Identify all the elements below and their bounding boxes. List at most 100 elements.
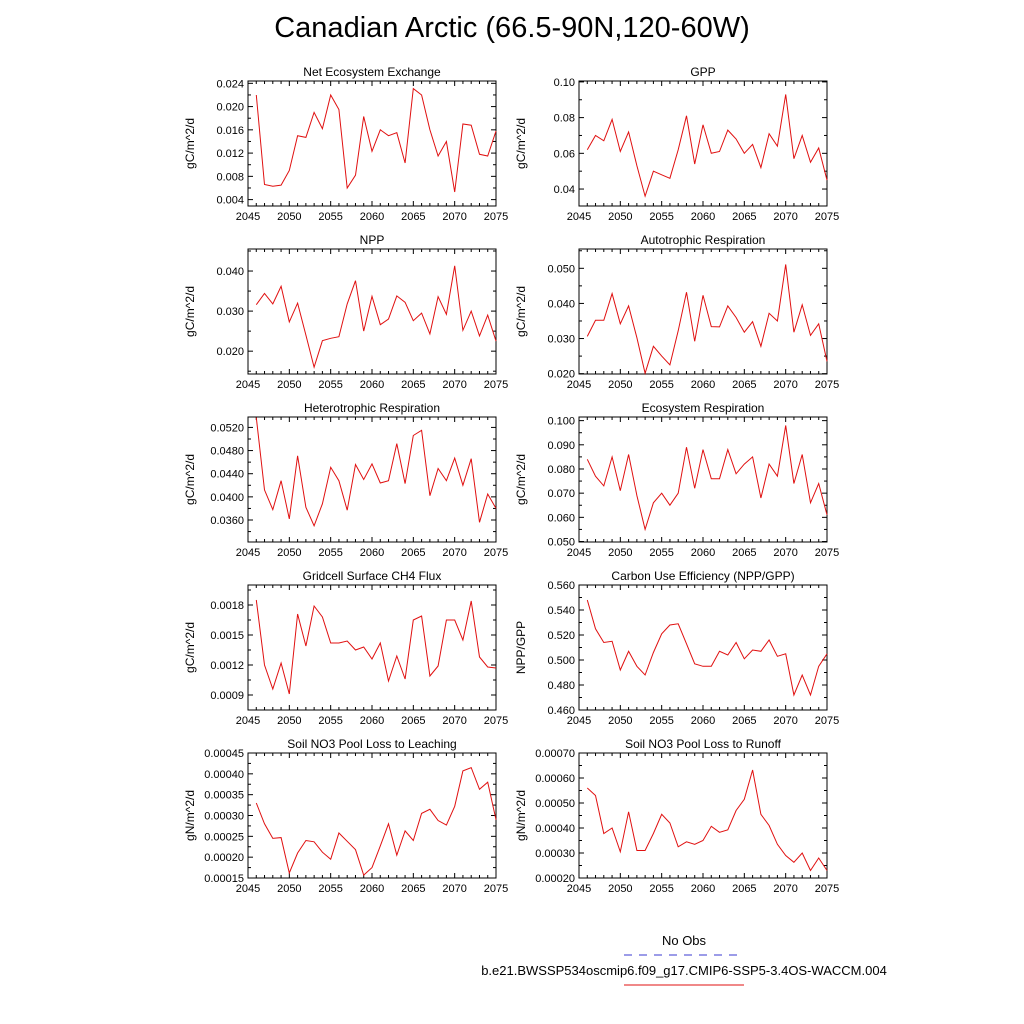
y-axis-label: gC/m^2/d [183,622,197,673]
y-tick-label: 0.540 [547,605,575,617]
y-axis-label: gC/m^2/d [183,454,197,505]
y-tick-label: 0.00030 [535,848,575,860]
legend-obs-label: No Obs [661,933,707,948]
chart-panel-6: Ecosystem Respiration gC/m^2/d 2045 2050 205… [514,401,839,559]
x-tick-label: 2055 [318,211,342,223]
y-axis-label: gC/m^2/d [183,118,197,169]
x-tick-label: 2060 [691,211,715,223]
x-tick-label: 2065 [401,211,425,223]
y-tick-label: 0.04 [554,184,575,196]
x-tick-label: 2045 [567,883,591,895]
x-tick-label: 2060 [360,715,384,727]
series-line [255,766,497,876]
x-tick-label: 2045 [567,379,591,391]
y-tick-label: 0.0012 [210,660,244,672]
figure-title: Canadian Arctic (66.5-90N,120-60W) [274,12,750,44]
y-tick-label: 0.020 [216,102,244,114]
y-tick-label: 0.00020 [535,873,575,885]
chart-panel-7: Gridcell Surface CH4 Flux gC/m^2/d 2045 205… [183,569,508,727]
panel-title: Ecosystem Respiration [642,401,765,415]
x-tick-label: 2065 [401,883,425,895]
y-axis-label: gC/m^2/d [514,286,528,337]
y-tick-label: 0.060 [547,512,575,524]
y-axis-label: gC/m^2/d [514,118,528,169]
y-tick-label: 0.040 [216,266,244,278]
x-tick-label: 2055 [649,211,673,223]
x-tick-label: 2060 [691,379,715,391]
y-tick-label: 0.024 [216,78,244,90]
x-tick-label: 2060 [691,715,715,727]
x-tick-label: 2060 [360,883,384,895]
x-tick-label: 2075 [484,379,508,391]
y-tick-label: 0.00050 [535,798,575,810]
x-tick-label: 2075 [815,211,839,223]
y-tick-label: 0.0400 [210,492,244,504]
x-tick-label: 2055 [649,379,673,391]
x-tick-label: 2055 [649,547,673,559]
chart-panel-3: NPP gC/m^2/d 2045 2050 2055 2060 2065 2070 2075 0… [183,233,508,391]
x-tick-label: 2070 [442,379,466,391]
y-tick-label: 0.0009 [210,690,244,702]
y-tick-label: 0.004 [216,195,244,207]
x-tick-label: 2050 [277,715,301,727]
x-tick-label: 2045 [567,547,591,559]
y-tick-label: 0.050 [547,537,575,549]
y-tick-label: 0.00040 [535,823,575,835]
x-tick-label: 2055 [649,883,673,895]
series-line [255,599,497,695]
x-tick-label: 2070 [773,883,797,895]
plot-frame [578,248,828,375]
y-tick-label: 0.00070 [535,748,575,760]
y-tick-label: 0.0520 [210,422,244,434]
y-tick-label: 0.080 [547,464,575,476]
x-tick-label: 2060 [360,379,384,391]
y-tick-label: 0.012 [216,148,244,160]
x-tick-label: 2050 [277,547,301,559]
x-tick-label: 2045 [236,547,260,559]
x-tick-label: 2065 [732,211,756,223]
panel-title: Net Ecosystem Exchange [303,65,441,79]
x-tick-label: 2050 [277,883,301,895]
x-tick-label: 2050 [608,379,632,391]
plot-frame [578,80,828,207]
chart-panel-1: Net Ecosystem Exchange gC/m^2/d 2045 2050 20… [183,65,508,223]
y-tick-label: 0.0360 [210,515,244,527]
y-tick-label: 0.040 [547,298,575,310]
y-tick-label: 0.090 [547,440,575,452]
x-tick-label: 2065 [401,547,425,559]
y-tick-label: 0.560 [547,580,575,592]
legend-case-label: b.e21.BWSSP534oscmip6.f09_g17.CMIP6-SSP5… [481,963,887,978]
x-tick-label: 2055 [318,547,342,559]
x-tick-label: 2075 [815,883,839,895]
y-tick-label: 0.00015 [204,873,244,885]
plot-frame [578,584,828,711]
chart-panel-10: Soil NO3 Pool Loss to Runoff gN/m^2/d 2045… [514,737,839,895]
x-tick-label: 2060 [360,211,384,223]
x-tick-label: 2055 [649,715,673,727]
x-tick-label: 2045 [236,883,260,895]
series-line [255,265,497,370]
panel-title: GPP [690,65,715,79]
panel-title: Carbon Use Efficiency (NPP/GPP) [611,569,794,583]
x-tick-label: 2045 [236,379,260,391]
y-axis-label: gN/m^2/d [183,790,197,841]
x-tick-label: 2070 [442,211,466,223]
series-line [586,769,828,872]
x-tick-label: 2070 [773,547,797,559]
x-tick-label: 2070 [773,211,797,223]
x-tick-label: 2045 [236,715,260,727]
y-tick-label: 0.0018 [210,600,244,612]
y-tick-label: 0.030 [216,306,244,318]
x-tick-label: 2070 [773,715,797,727]
x-tick-label: 2075 [484,547,508,559]
plot-frame [247,248,497,375]
x-tick-label: 2060 [360,547,384,559]
chart-panel-2: GPP gC/m^2/d 2045 2050 2055 2060 2065 2070 2075 0… [514,65,839,223]
plot-frame [247,752,497,879]
series-line [586,599,828,697]
y-tick-label: 0.050 [547,263,575,275]
x-tick-label: 2045 [567,715,591,727]
plot-frame [247,584,497,711]
series-line [586,264,828,376]
